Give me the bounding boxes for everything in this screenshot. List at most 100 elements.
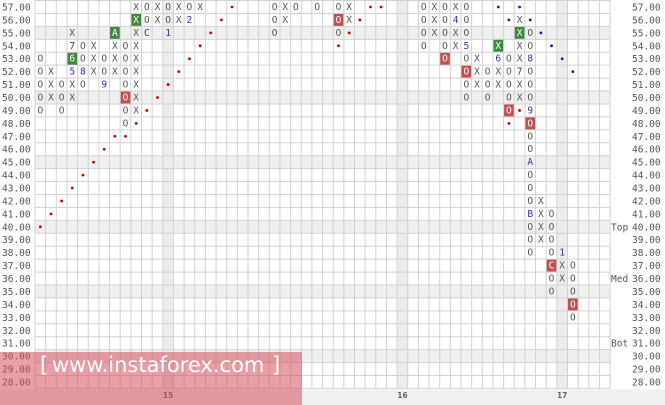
o-box: O <box>123 93 129 104</box>
x-box: X <box>133 80 139 91</box>
y-tick-label-right: 46.00 <box>632 145 661 156</box>
trend-dot <box>49 212 53 216</box>
o-box: O <box>144 2 150 13</box>
y-tick-label-right: 38.00 <box>632 248 661 259</box>
o-box: O <box>144 15 150 26</box>
trend-dot <box>70 186 74 190</box>
o-box: O <box>463 54 469 65</box>
o-box: O <box>80 54 86 65</box>
y-tick-label-left: 44.00 <box>2 171 31 182</box>
y-tick-label-right: 42.00 <box>632 196 661 207</box>
o-box: O <box>101 54 107 65</box>
x-box: X <box>133 93 139 104</box>
o-box: O <box>442 2 448 13</box>
trend-dot <box>166 83 170 86</box>
o-box: O <box>272 28 278 39</box>
y-tick-label-left: 51.00 <box>2 80 31 91</box>
y-tick-label-left: 41.00 <box>2 209 31 220</box>
o-box: O <box>421 15 427 26</box>
trend-dot <box>369 5 372 9</box>
x-box: X <box>432 2 438 13</box>
o-box: O <box>463 2 469 13</box>
o-box: O <box>527 41 533 52</box>
highlight-box-green <box>514 26 525 39</box>
month-marker: 9 <box>101 80 107 91</box>
watermark-logo: [ www.instaforex.com ] <box>0 352 302 405</box>
o-box: O <box>485 80 491 91</box>
x-box: X <box>346 15 352 26</box>
o-box: O <box>442 54 448 65</box>
trend-dot <box>113 134 117 138</box>
y-tick-label-right: 52.00 <box>632 67 661 78</box>
o-box: O <box>37 105 43 116</box>
watermark-text: www.instaforex.com <box>52 353 264 377</box>
o-box: O <box>506 54 512 65</box>
month-marker: 8 <box>527 54 533 65</box>
x-box: X <box>517 15 523 26</box>
trend-dot <box>496 5 500 9</box>
y-tick-label-left: 55.00 <box>2 28 31 39</box>
highlight-box-red <box>504 104 514 117</box>
x-box: X <box>48 67 54 78</box>
y-tick-label-right: 32.00 <box>632 326 661 337</box>
o-box: O <box>570 261 576 272</box>
trend-dot <box>134 121 138 125</box>
x-box: X <box>112 67 118 78</box>
x-box: X <box>48 80 54 91</box>
y-tick-label-right: 40.00 <box>632 222 661 233</box>
o-box: O <box>165 15 171 26</box>
o-box: O <box>570 312 576 323</box>
y-tick-label-right: 53.00 <box>632 54 661 65</box>
o-box: O <box>80 80 86 91</box>
y-tick-label-left: 48.00 <box>2 119 31 130</box>
x-box: X <box>176 2 182 13</box>
y-tick-label-right: 29.00 <box>632 365 661 376</box>
o-box: O <box>527 144 533 155</box>
highlight-box-green <box>67 52 78 65</box>
highlight-box-red <box>440 52 450 65</box>
o-box: O <box>123 54 129 65</box>
x-box: X <box>538 196 544 207</box>
trend-dot <box>198 44 202 48</box>
trend-dot <box>347 31 351 35</box>
x-box: X <box>495 80 501 91</box>
x-box: X <box>133 28 139 39</box>
trend-dot <box>379 5 383 9</box>
y-tick-label-left: 47.00 <box>2 132 31 143</box>
y-tick-label-right: 48.00 <box>632 119 661 130</box>
level-annotation-bot: Bot <box>611 339 628 350</box>
y-tick-label-left: 42.00 <box>2 196 31 207</box>
y-tick-label-right: 57.00 <box>632 3 661 14</box>
o-box: O <box>123 41 129 52</box>
trend-dot <box>102 147 106 151</box>
x-box: X <box>69 93 75 104</box>
o-box: O <box>549 274 555 285</box>
y-tick-label-left: 49.00 <box>2 106 31 117</box>
y-tick-label-left: 46.00 <box>2 145 31 156</box>
month-marker: A <box>527 157 533 168</box>
trend-dot <box>507 121 511 125</box>
x-box: X <box>453 2 459 13</box>
o-box: O <box>123 80 129 91</box>
trend-dot <box>571 70 575 74</box>
y-tick-label-right: 45.00 <box>632 158 661 169</box>
y-tick-label-right: 56.00 <box>632 15 661 26</box>
highlight-box-red <box>461 65 472 78</box>
o-box: O <box>336 2 342 13</box>
trend-dot <box>156 96 159 99</box>
trend-dot <box>230 5 234 9</box>
x-box: X <box>474 67 480 78</box>
x-box: X <box>517 80 523 91</box>
y-tick-label-left: 53.00 <box>2 54 31 65</box>
o-box: O <box>527 131 533 142</box>
o-box: O <box>442 41 448 52</box>
highlight-box-green <box>110 26 120 39</box>
y-tick-label-left: 31.00 <box>2 339 31 350</box>
y-tick-label-right: 39.00 <box>632 235 661 246</box>
o-box: O <box>37 80 43 91</box>
month-marker: 7 <box>69 41 75 52</box>
o-box: O <box>37 93 43 104</box>
x-tick-label: 16 <box>397 391 407 400</box>
o-box: O <box>442 15 448 26</box>
x-box: X <box>176 15 182 26</box>
